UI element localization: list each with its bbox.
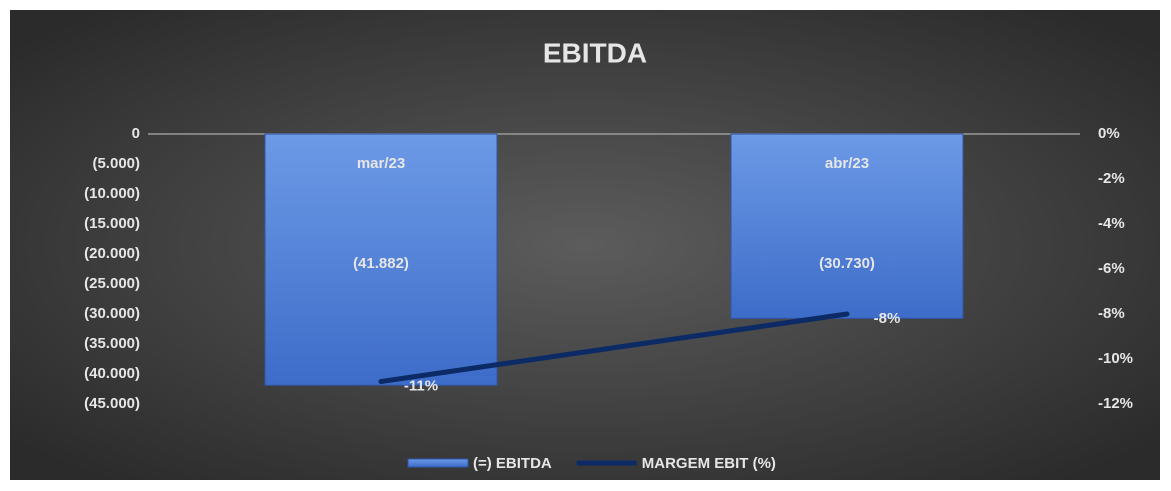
line <box>378 311 850 384</box>
y2-tick-label: -2% <box>1098 170 1125 187</box>
line-value-label: -11% <box>404 377 438 394</box>
y-tick-label: (40.000) <box>84 365 140 382</box>
legend-swatch <box>407 458 469 468</box>
y2-tick-label: 0% <box>1098 125 1120 142</box>
y-tick-label: 0 <box>132 125 140 142</box>
y2-tick-label: -12% <box>1098 395 1133 412</box>
legend-label: MARGEM EBIT (%) <box>642 455 776 472</box>
y-tick-label: (20.000) <box>84 245 140 262</box>
y-tick-label: (15.000) <box>84 215 140 232</box>
y-tick-label: (35.000) <box>84 335 140 352</box>
legend-label: (=) EBITDA <box>473 455 552 472</box>
y-tick-label: (30.000) <box>84 305 140 322</box>
y2-tick-label: -10% <box>1098 350 1133 367</box>
chart-title: EBITDA <box>543 37 647 68</box>
bar-value-label: (30.730) <box>819 255 875 272</box>
y2-tick-label: -6% <box>1098 260 1125 277</box>
category-label: mar/23 <box>357 155 405 172</box>
bar <box>730 133 964 319</box>
y-tick-label: (10.000) <box>84 185 140 202</box>
y-tick-label: (5.000) <box>92 155 140 172</box>
y-tick-label: (25.000) <box>84 275 140 292</box>
chart-background <box>10 10 1160 480</box>
bar-value-label: (41.882) <box>353 255 409 272</box>
category-label: abr/23 <box>825 155 869 172</box>
bar <box>264 133 498 386</box>
y2-tick-label: -4% <box>1098 215 1125 232</box>
y-tick-label: (45.000) <box>84 395 140 412</box>
line-value-label: -8% <box>874 310 901 327</box>
y2-tick-label: -8% <box>1098 305 1125 322</box>
